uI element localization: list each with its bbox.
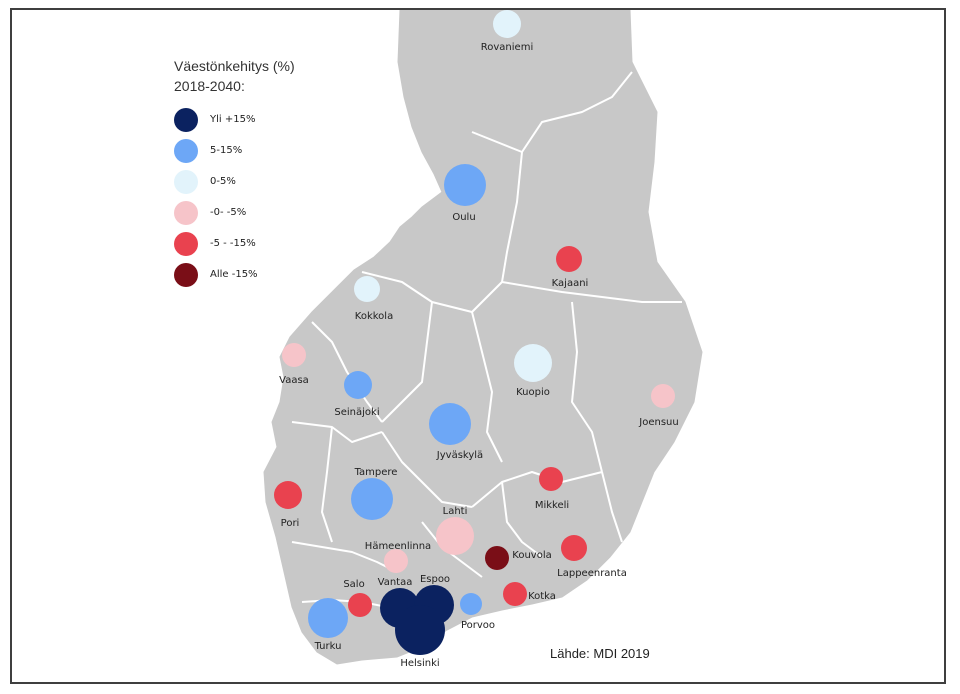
city-marker-hameenlinna [384, 549, 408, 573]
legend-swatch [174, 107, 198, 132]
legend-label: -5 - -15% [210, 238, 256, 249]
city-label-oulu: Oulu [452, 212, 475, 223]
city-label-jyvaskyla: Jyväskylä [436, 450, 483, 461]
legend-swatch [174, 231, 198, 256]
city-label-kouvola: Kouvola [512, 550, 551, 561]
legend-label: Yli +15% [210, 114, 256, 125]
city-marker-kuopio [514, 344, 552, 382]
city-label-kajaani: Kajaani [552, 278, 589, 289]
legend-title-line1: Väestönkehitys (%) [174, 58, 295, 74]
city-label-tampere: Tampere [354, 467, 398, 478]
city-marker-jyvaskyla [429, 403, 471, 445]
city-label-lappeenranta: Lappeenranta [557, 568, 627, 579]
city-label-joensuu: Joensuu [638, 417, 678, 428]
legend-label: 5-15% [210, 145, 243, 156]
city-marker-mikkeli [539, 467, 563, 491]
legend-swatch [174, 138, 198, 163]
legend-item: -0- -5% [174, 197, 374, 228]
legend-items: Yli +15% 5-15% 0-5% -0- -5% -5 - -15% Alle -1… [174, 104, 374, 290]
city-marker-kokkola [354, 276, 380, 302]
city-label-kokkola: Kokkola [355, 311, 393, 322]
legend-title: Väestönkehitys (%) 2018-2040: [174, 56, 374, 96]
city-label-rovaniemi: Rovaniemi [481, 42, 533, 53]
city-label-porvoo: Porvoo [461, 620, 495, 631]
legend-item: Alle -15% [174, 259, 374, 290]
city-label-helsinki: Helsinki [400, 658, 439, 669]
city-marker-joensuu [651, 384, 675, 408]
city-label-turku: Turku [314, 641, 342, 652]
legend-swatch [174, 262, 198, 287]
city-marker-tampere [351, 478, 393, 520]
city-label-mikkeli: Mikkeli [535, 500, 569, 511]
city-label-kuopio: Kuopio [516, 387, 550, 398]
legend-label: 0-5% [210, 176, 236, 187]
city-label-seinajoki: Seinäjoki [334, 407, 379, 418]
legend-swatch [174, 200, 198, 225]
legend-label: -0- -5% [210, 207, 247, 218]
city-label-pori: Pori [281, 518, 300, 529]
city-marker-vaasa [282, 343, 306, 367]
legend-item: Yli +15% [174, 104, 374, 135]
legend-item: 0-5% [174, 166, 374, 197]
city-label-vantaa: Vantaa [378, 577, 413, 588]
city-marker-kouvola [485, 546, 509, 570]
finland-map: Rovaniemi Oulu Kajaani Kokkola Vaasa Seinäjok… [263, 10, 703, 669]
city-marker-rovaniemi [493, 10, 521, 38]
city-marker-seinajoki [344, 371, 372, 399]
city-marker-lahti [436, 517, 474, 555]
legend-item: -5 - -15% [174, 228, 374, 259]
city-label-espoo: Espoo [420, 574, 450, 585]
legend-label: Alle -15% [210, 269, 258, 280]
city-label-lahti: Lahti [443, 506, 468, 517]
city-marker-salo [348, 593, 372, 617]
city-marker-oulu [444, 164, 486, 206]
city-marker-pori [274, 481, 302, 509]
city-label-salo: Salo [343, 579, 364, 590]
city-label-vaasa: Vaasa [279, 375, 309, 386]
city-marker-turku [308, 598, 348, 638]
region-borders [291, 71, 682, 608]
legend-item: 5-15% [174, 135, 374, 166]
city-marker-kajaani [556, 246, 582, 272]
source-note: Lähde: MDI 2019 [550, 646, 650, 661]
city-marker-porvoo [460, 593, 482, 615]
legend-title-line2: 2018-2040: [174, 78, 245, 94]
city-label-hameenlinna: Hämeenlinna [365, 541, 431, 552]
city-marker-lappeenranta [561, 535, 587, 561]
city-marker-helsinki [395, 605, 445, 655]
city-marker-kotka [503, 582, 527, 606]
city-label-kotka: Kotka [528, 591, 556, 602]
city-markers: Rovaniemi Oulu Kajaani Kokkola Vaasa Seinäjok… [274, 10, 679, 669]
legend-swatch [174, 169, 198, 194]
map-frame: Rovaniemi Oulu Kajaani Kokkola Vaasa Seinäjok… [10, 8, 946, 684]
legend: Väestönkehitys (%) 2018-2040: Yli +15% 5-… [174, 56, 374, 290]
